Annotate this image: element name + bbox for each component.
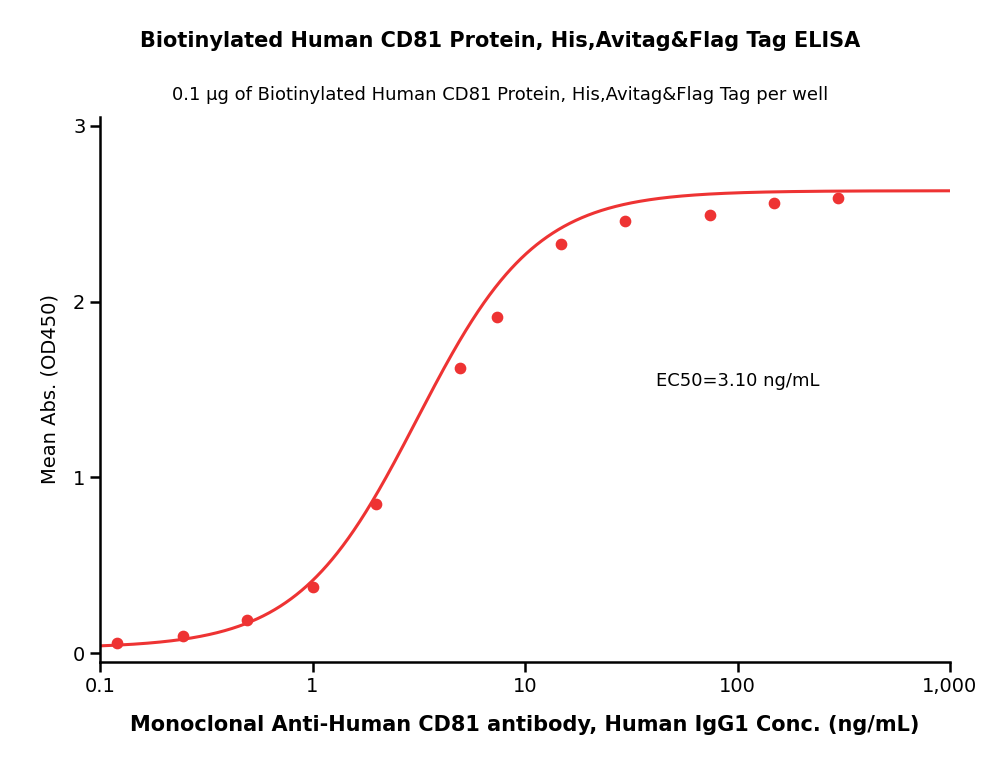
Point [617, 214, 633, 227]
Point [368, 498, 384, 510]
Point [452, 362, 468, 375]
Text: Biotinylated Human CD81 Protein, His,Avitag&Flag Tag ELISA: Biotinylated Human CD81 Protein, His,Avi… [140, 31, 860, 51]
Text: 0.1 μg of Biotinylated Human CD81 Protein, His,Avitag&Flag Tag per well: 0.1 μg of Biotinylated Human CD81 Protei… [172, 86, 828, 104]
Y-axis label: Mean Abs. (OD450): Mean Abs. (OD450) [40, 294, 59, 485]
Text: EC50=3.10 ng/mL: EC50=3.10 ng/mL [656, 372, 819, 390]
Point [553, 238, 569, 250]
Point [830, 192, 846, 204]
Point [489, 311, 505, 323]
Point [304, 580, 320, 593]
Point [175, 630, 191, 643]
Point [702, 209, 718, 221]
Point [766, 197, 782, 210]
Point [109, 636, 125, 649]
X-axis label: Monoclonal Anti-Human CD81 antibody, Human IgG1 Conc. (ng/mL): Monoclonal Anti-Human CD81 antibody, Hum… [130, 715, 920, 735]
Point [239, 614, 255, 626]
